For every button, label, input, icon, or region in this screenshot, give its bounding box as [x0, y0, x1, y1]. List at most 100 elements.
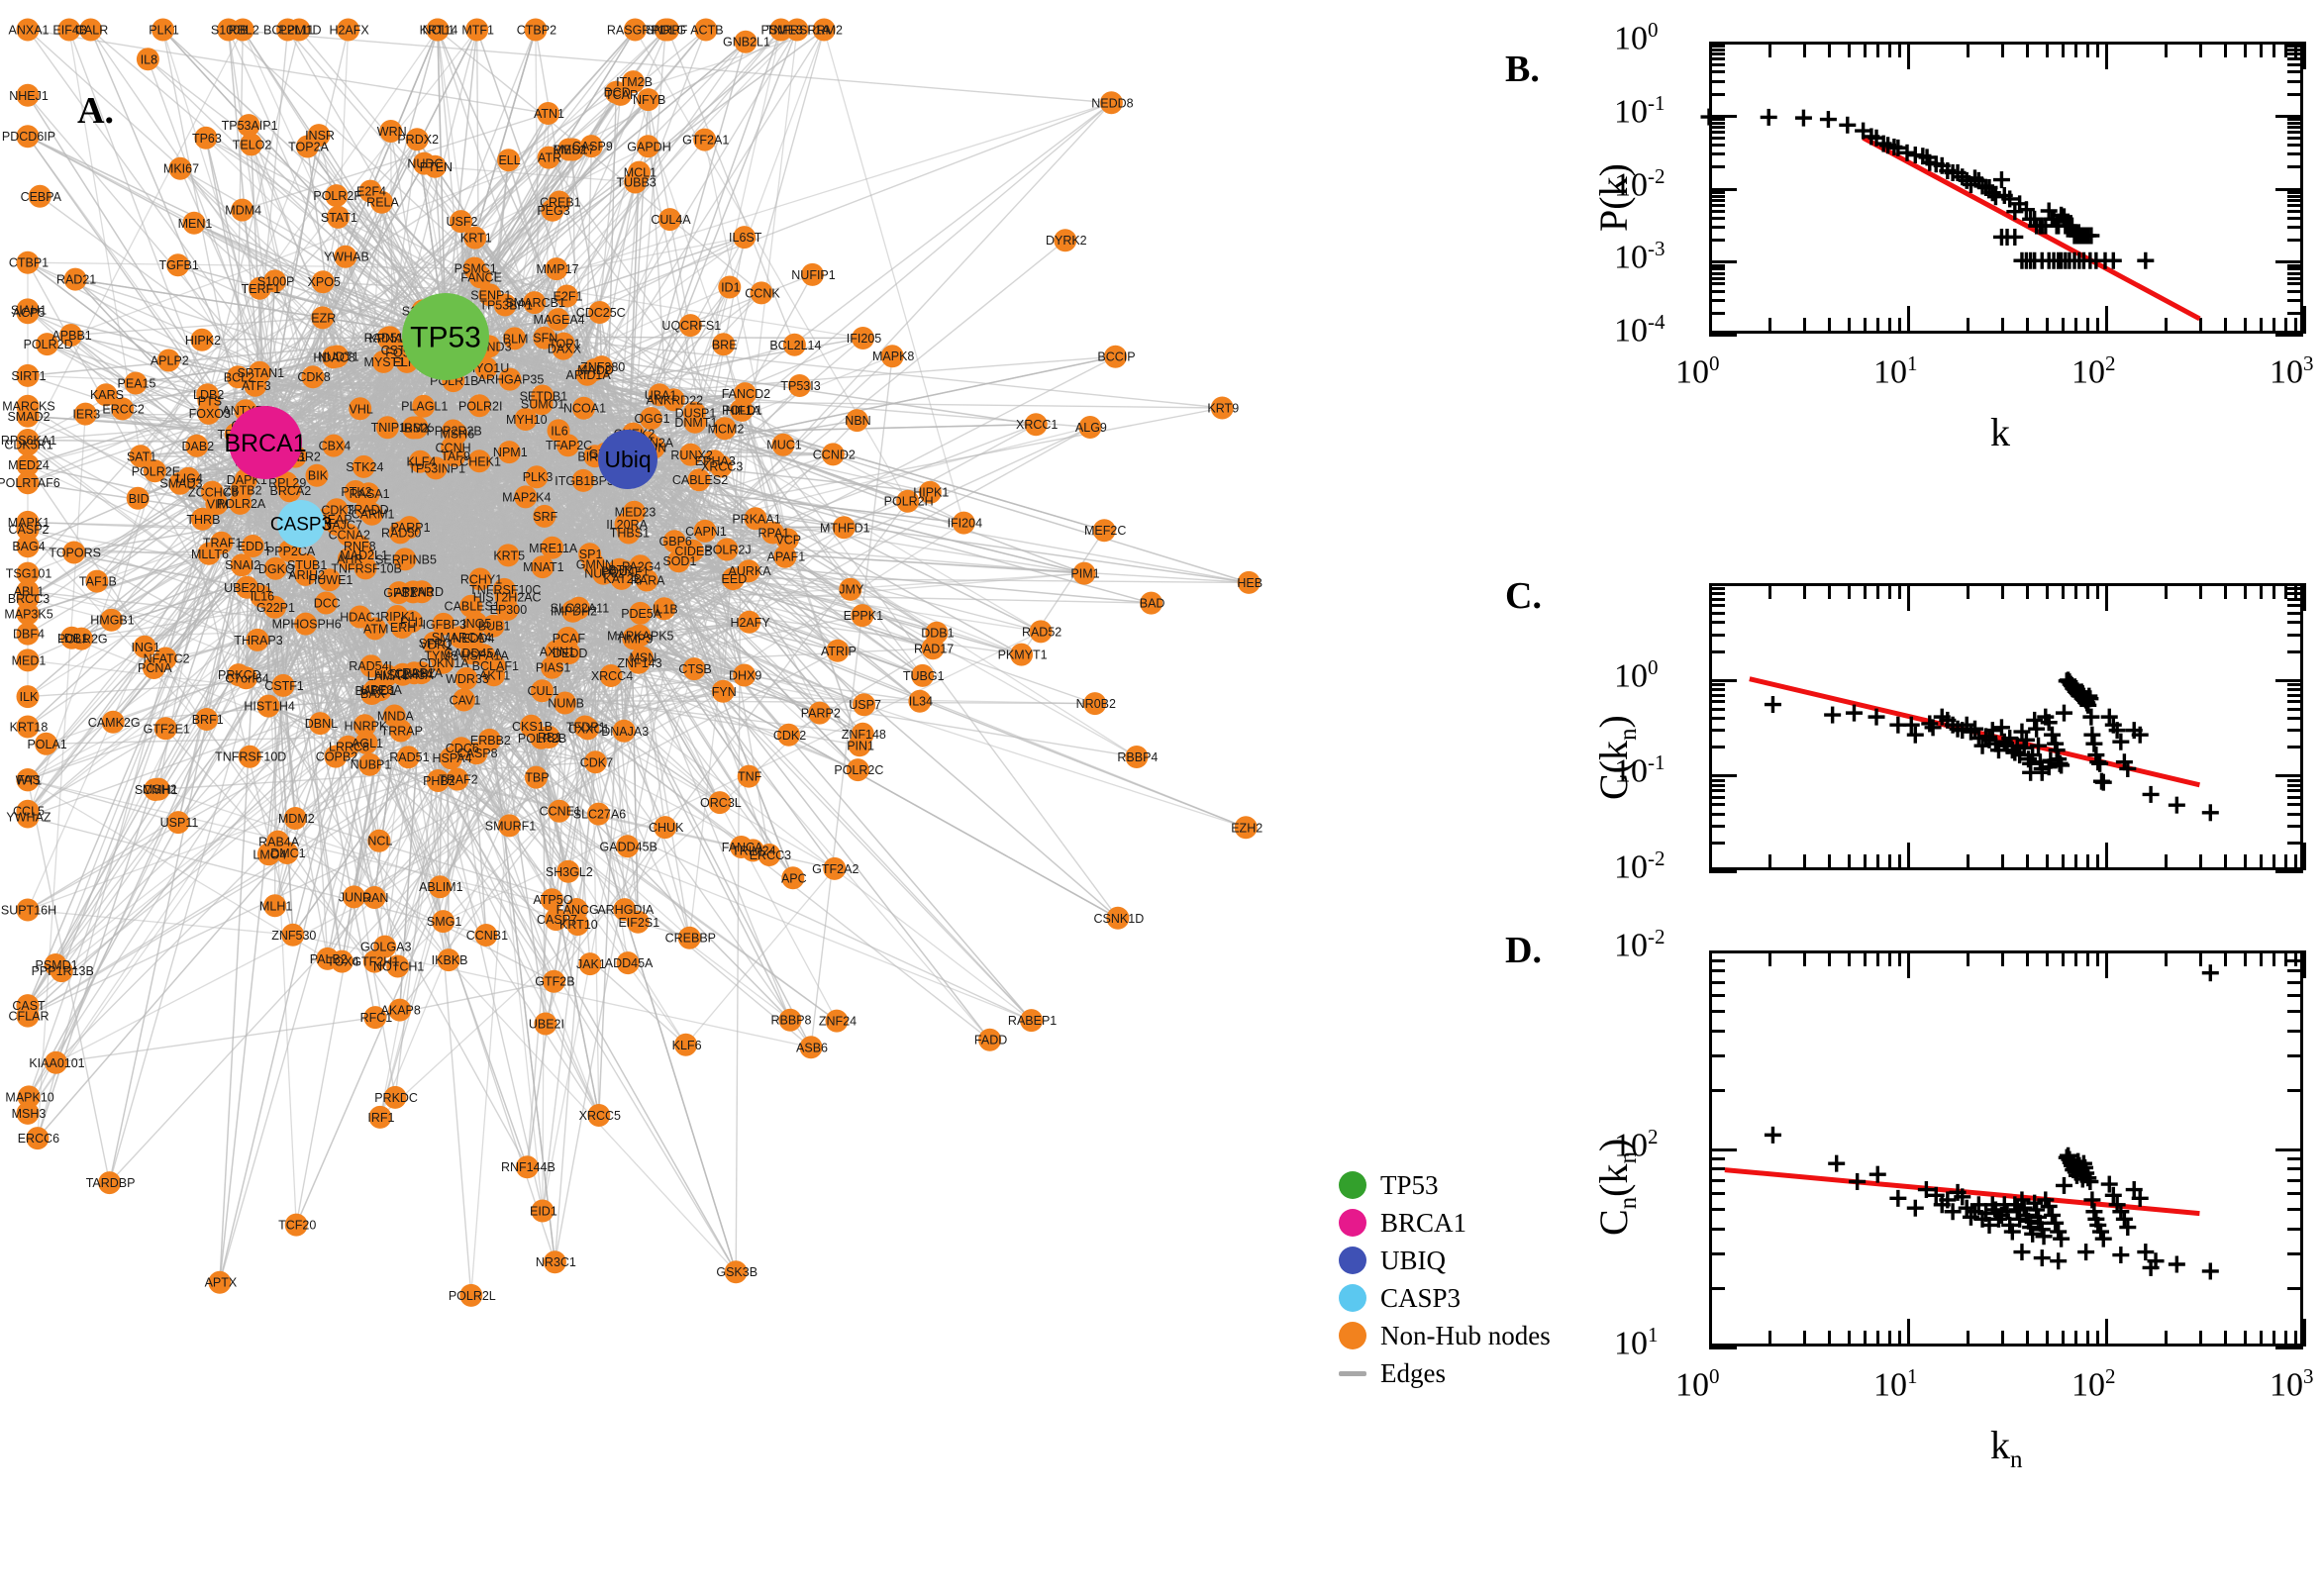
network-node[interactable] — [348, 605, 371, 629]
network-node[interactable] — [718, 275, 742, 299]
network-node[interactable] — [432, 612, 455, 636]
network-node[interactable] — [388, 998, 412, 1022]
network-node[interactable] — [94, 383, 118, 407]
network-node[interactable] — [308, 712, 332, 736]
network-node[interactable] — [281, 923, 305, 947]
network-node[interactable] — [468, 567, 492, 591]
network-node[interactable] — [467, 394, 491, 418]
network-node[interactable] — [294, 553, 318, 576]
network-node[interactable] — [450, 210, 472, 234]
network-node[interactable] — [449, 626, 472, 649]
network-node[interactable] — [693, 128, 717, 151]
network-node[interactable] — [368, 1105, 392, 1129]
network-node[interactable] — [531, 555, 555, 579]
network-node[interactable] — [472, 644, 496, 667]
network-node[interactable] — [713, 417, 737, 441]
network-node[interactable] — [230, 553, 253, 577]
network-node[interactable] — [337, 735, 359, 758]
network-node[interactable] — [79, 18, 103, 42]
network-node[interactable] — [166, 253, 190, 277]
network-node[interactable] — [423, 154, 447, 178]
network-node[interactable] — [832, 516, 856, 540]
network-node[interactable] — [658, 208, 681, 232]
network-node[interactable] — [503, 327, 527, 350]
network-node[interactable] — [545, 257, 568, 281]
network-node[interactable] — [1029, 620, 1053, 644]
network-node[interactable] — [353, 714, 376, 738]
network-node[interactable] — [777, 723, 800, 747]
network-node[interactable] — [978, 1028, 1002, 1051]
network-node[interactable] — [388, 521, 412, 545]
network-node[interactable] — [654, 18, 677, 42]
network-node[interactable] — [446, 767, 469, 791]
network-node[interactable] — [166, 811, 190, 835]
network-node[interactable] — [426, 18, 450, 42]
network-node[interactable] — [334, 245, 357, 268]
network-node[interactable] — [542, 969, 565, 993]
network-node[interactable] — [69, 627, 93, 650]
network-node[interactable] — [826, 639, 850, 662]
network-node[interactable] — [654, 816, 677, 840]
network-node[interactable] — [124, 371, 148, 395]
network-node[interactable] — [609, 82, 633, 106]
network-node[interactable] — [16, 561, 40, 585]
network-node[interactable] — [26, 1127, 50, 1150]
network-node[interactable] — [674, 1033, 698, 1056]
network-node[interactable] — [1010, 643, 1034, 666]
network-node[interactable] — [185, 434, 209, 457]
network-node[interactable] — [556, 284, 578, 308]
network-node[interactable] — [1140, 591, 1163, 615]
network-node[interactable] — [782, 333, 806, 356]
network-node[interactable] — [750, 281, 773, 305]
network-node[interactable] — [534, 1012, 557, 1036]
network-node[interactable] — [133, 635, 156, 658]
network-node[interactable] — [771, 433, 795, 456]
network-node[interactable] — [617, 521, 641, 545]
network-node[interactable] — [741, 839, 764, 862]
network-node[interactable] — [591, 561, 615, 585]
network-node[interactable] — [129, 445, 152, 468]
network-node[interactable] — [241, 535, 264, 557]
network-node[interactable] — [851, 722, 874, 746]
network-node[interactable] — [566, 596, 590, 620]
network-node[interactable] — [226, 365, 250, 389]
network-node[interactable] — [543, 1250, 566, 1274]
network-node[interactable] — [467, 449, 491, 473]
network-node[interactable] — [734, 30, 758, 53]
network-node[interactable] — [666, 549, 690, 573]
network-node[interactable] — [16, 1004, 40, 1028]
network-node[interactable] — [778, 1008, 802, 1032]
network-node[interactable] — [1092, 519, 1116, 543]
network-node[interactable] — [16, 298, 40, 322]
network-node[interactable] — [311, 306, 335, 330]
network-node[interactable] — [715, 538, 739, 561]
network-node[interactable] — [231, 198, 254, 222]
network-node[interactable] — [443, 444, 466, 467]
network-node[interactable] — [799, 1036, 823, 1059]
network-node[interactable] — [405, 128, 429, 151]
network-node[interactable] — [1078, 416, 1102, 439]
network-node[interactable] — [362, 886, 386, 909]
network-node[interactable] — [349, 397, 372, 421]
network-node[interactable] — [311, 270, 335, 294]
network-node[interactable] — [465, 18, 489, 42]
network-node[interactable] — [537, 102, 559, 125]
network-node[interactable] — [459, 1283, 483, 1307]
network-node[interactable] — [240, 133, 263, 156]
network-node[interactable] — [16, 471, 40, 495]
network-node[interactable] — [378, 326, 402, 349]
network-node[interactable] — [737, 764, 760, 788]
network-node[interactable] — [153, 717, 177, 741]
network-node[interactable] — [733, 226, 757, 249]
network-node[interactable] — [152, 18, 175, 42]
network-node[interactable] — [1106, 906, 1130, 930]
network-node[interactable] — [401, 416, 425, 440]
network-node[interactable] — [36, 333, 59, 356]
network-node[interactable] — [678, 314, 702, 338]
network-node[interactable] — [322, 434, 346, 457]
network-node[interactable] — [362, 949, 386, 973]
network-node[interactable] — [683, 401, 706, 425]
network-node[interactable] — [343, 885, 365, 909]
network-node[interactable] — [16, 363, 40, 387]
network-node[interactable] — [16, 648, 40, 672]
